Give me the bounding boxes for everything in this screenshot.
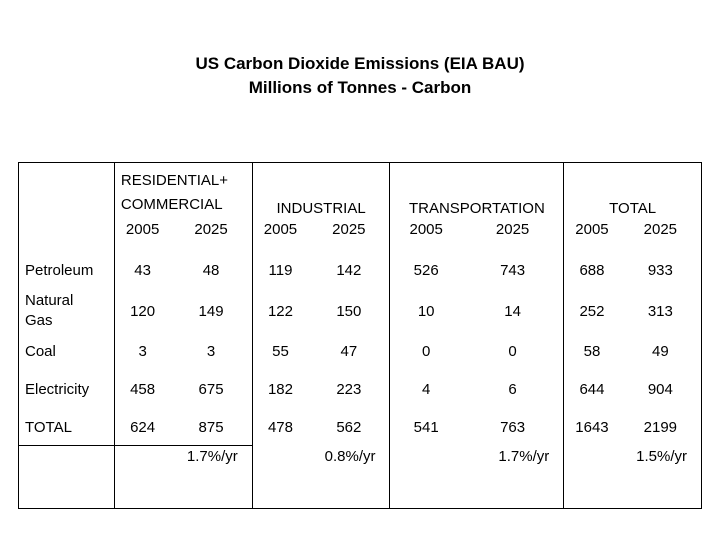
table-cell: 0 [508,342,517,360]
sector-header-row: RESIDENTIAL+ COMMERCIAL INDUSTRIAL TRANS… [18,162,702,221]
year-header: 2005 [563,221,620,251]
table-cell: 119 [251,251,309,289]
table-cell: 763 [500,418,526,436]
table-cell: 526 [389,251,462,289]
table-cell: 10 [389,289,462,333]
row-label-line1: Natural [25,292,74,309]
row-label: Petroleum [18,251,115,289]
table-cell: 644 [563,369,620,409]
table-cell: 122 [251,289,309,333]
page-title: US Carbon Dioxide Emissions (EIA BAU) Mi… [0,52,720,100]
table-cell: 3 [206,342,216,360]
table-cell: 43 [113,251,171,289]
table-cell: 933 [647,261,673,279]
table-cell: 47 [340,342,358,360]
year-header: 2005 [113,221,171,251]
table-cell: 182 [251,369,309,409]
table-cell: 875 [198,418,224,436]
table-cell: 14 [504,302,521,320]
year-header: 2005 [251,221,309,251]
table-row-total: TOTAL 624 875 478 562 541 763 1643 2199 [18,409,702,446]
growth-label-cell [18,445,115,509]
sector-header-industrial: INDUSTRIAL [251,162,390,221]
table-cell: 624 [113,409,171,446]
year-header: 2025 [495,221,530,238]
table-cell: 904 [647,380,673,398]
table-cell: 120 [113,289,171,333]
table-cell: 142 [336,261,362,279]
table-cell: 252 [563,289,620,333]
table-cell: 675 [198,380,224,398]
table-cell: 150 [336,302,362,320]
growth-rate-residential: 1.7%/yr [113,445,253,509]
year-header-row: 2005 2025 2005 2025 2005 2025 2005 2025 [18,221,702,251]
sector-header-transportation: TRANSPORTATION [389,162,564,221]
table-cell: 541 [389,409,462,446]
year-header: 2025 [332,221,366,238]
year-header: 2025 [194,221,228,238]
table-cell: 1643 [563,409,620,446]
corner-cell [18,162,115,221]
emissions-table: RESIDENTIAL+ COMMERCIAL INDUSTRIAL TRANS… [18,162,702,509]
table-cell: 49 [651,342,669,360]
title-line-2: Millions of Tonnes - Carbon [248,78,472,97]
sector-header-residential-line1: RESIDENTIAL+ [120,172,229,189]
sector-header-residential: RESIDENTIAL+ COMMERCIAL [113,162,253,221]
table-cell: 313 [647,302,673,320]
row-label: Natural Gas [18,289,115,333]
table-row-coal: Coal 3 3 55 47 0 0 58 49 [18,333,702,369]
table-cell: 149 [198,302,224,320]
growth-rate-transportation: 1.7%/yr [389,445,564,509]
table-cell: 743 [500,261,526,279]
growth-rate-row: 1.7%/yr 0.8%/yr 1.7%/yr 1.5%/yr [18,445,702,509]
sector-header-total: TOTAL [563,162,702,221]
year-header: 2025 [643,221,678,238]
row-label: TOTAL [18,409,115,446]
table-row-natural-gas: Natural Gas 120 149 122 150 10 14 252 31… [18,289,702,333]
table-cell: 688 [563,251,620,289]
table-cell: 223 [336,380,362,398]
table-cell: 0 [389,333,462,369]
row-label-line2: Gas [25,312,53,329]
table-cell: 562 [336,418,362,436]
year-header: 2005 [389,221,462,251]
row-label: Coal [18,333,115,369]
table-cell: 55 [251,333,309,369]
sector-header-residential-line2: COMMERCIAL [120,196,223,213]
title-line-1: US Carbon Dioxide Emissions (EIA BAU) [195,54,525,73]
growth-rate-industrial: 0.8%/yr [251,445,390,509]
table-cell: 2199 [643,418,678,436]
table-cell: 458 [113,369,171,409]
table-cell: 6 [508,380,517,398]
table-cell: 4 [389,369,462,409]
table-cell: 3 [113,333,171,369]
table-cell: 58 [563,333,620,369]
table-cell: 48 [202,261,220,279]
corner-cell-2 [18,221,115,251]
growth-rate-total: 1.5%/yr [563,445,702,509]
row-label: Electricity [18,369,115,409]
table-cell: 478 [251,409,309,446]
table-row-petroleum: Petroleum 43 48 119 142 526 743 688 933 [18,251,702,289]
table-row-electricity: Electricity 458 675 182 223 4 6 644 904 [18,369,702,409]
